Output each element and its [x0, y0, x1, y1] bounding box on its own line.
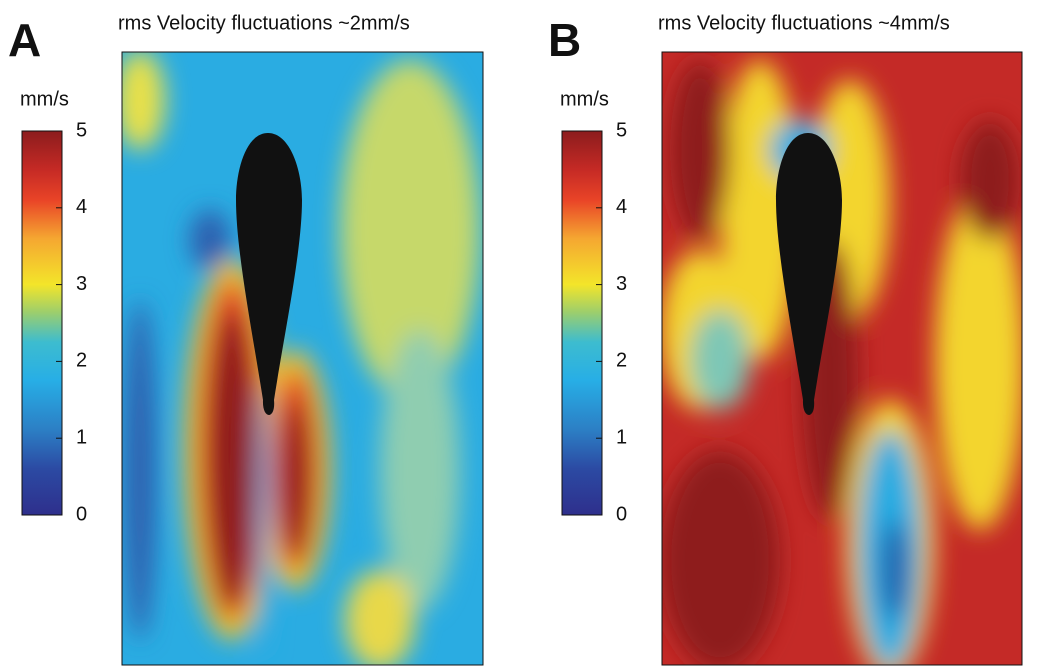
panel-label: A [8, 14, 41, 66]
colorbar-tick-label: 2 [616, 350, 627, 372]
colorbar-tick-label: 5 [616, 119, 627, 141]
field-b [662, 52, 1022, 665]
colorbar-unit: mm/s [20, 88, 69, 110]
colorbar-tick-label: 1 [76, 426, 87, 448]
colorbar-tick-label: 5 [76, 119, 87, 141]
field-a [122, 52, 483, 665]
colorbar-tick-label: 2 [76, 350, 87, 372]
colorbar [21, 130, 63, 516]
colorbar [561, 130, 603, 516]
colorbar-tick-label: 0 [616, 503, 627, 525]
colorbar-unit: mm/s [560, 88, 609, 110]
panel-title: rms Velocity fluctuations ~4mm/s [658, 12, 950, 34]
colorbar-tick-label: 3 [616, 273, 627, 295]
colorbar-tick-label: 4 [76, 196, 87, 218]
colorbar-tick-label: 3 [76, 273, 87, 295]
panel-label: B [548, 14, 581, 66]
colorbar-tick-label: 0 [76, 503, 87, 525]
panel-title: rms Velocity fluctuations ~2mm/s [118, 12, 410, 34]
colorbar-tick-label: 1 [616, 426, 627, 448]
colorbar-tick-label: 4 [616, 196, 627, 218]
